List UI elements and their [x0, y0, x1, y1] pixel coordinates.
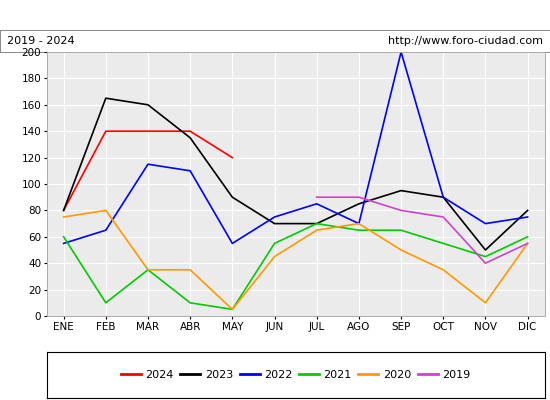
Text: http://www.foro-ciudad.com: http://www.foro-ciudad.com: [388, 36, 543, 46]
Legend: 2024, 2023, 2022, 2021, 2020, 2019: 2024, 2023, 2022, 2021, 2020, 2019: [116, 366, 475, 384]
Text: Evolucion Nº Turistas Extranjeros en el municipio de Dílar: Evolucion Nº Turistas Extranjeros en el …: [84, 8, 466, 22]
Text: 2019 - 2024: 2019 - 2024: [7, 36, 74, 46]
